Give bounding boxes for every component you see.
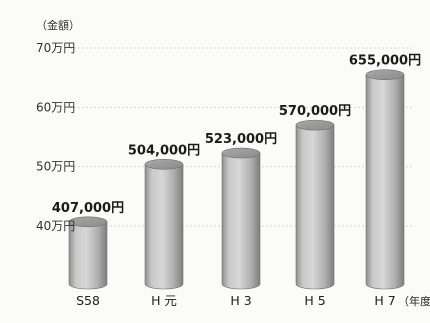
bar-body xyxy=(365,74,405,290)
bar-top xyxy=(295,119,335,131)
bar xyxy=(221,147,261,290)
bar xyxy=(144,158,184,290)
data-label: 570,000円 xyxy=(279,104,351,119)
bar-top xyxy=(144,158,184,170)
x-tick-label: H 5 xyxy=(304,293,325,308)
y-tick-label: 40万円 xyxy=(36,219,75,233)
y-tick-label: 50万円 xyxy=(36,160,75,174)
x-tick-label: H 3 xyxy=(230,293,251,308)
bar-body xyxy=(221,152,261,290)
y-tick-label: 70万円 xyxy=(36,41,75,55)
bar-top xyxy=(365,69,405,80)
data-label: 523,000円 xyxy=(205,132,277,147)
labels: 40万円 50万円 60万円 70万円 407,000円 S58 504,000円 H 元 52… xyxy=(36,41,430,308)
y-axis-label: （金額） xyxy=(36,18,80,32)
bar-body xyxy=(295,124,335,290)
data-label: 407,000円 xyxy=(52,201,124,216)
y-tick-label: 60万円 xyxy=(36,100,75,114)
x-tick-label: H 元 xyxy=(151,293,177,308)
bar xyxy=(365,69,405,290)
grid-lines xyxy=(70,47,412,227)
bar-top xyxy=(221,147,261,159)
data-label: 504,000円 xyxy=(128,143,200,158)
bar-body xyxy=(68,221,108,290)
bar-body xyxy=(144,163,184,290)
bars xyxy=(68,69,405,290)
x-axis-unit: （年度） xyxy=(398,294,430,308)
bar xyxy=(295,119,335,290)
bar xyxy=(68,216,108,290)
data-label: 655,000円 xyxy=(349,54,421,69)
x-tick-label: H 7 xyxy=(374,293,395,308)
x-tick-label: S58 xyxy=(76,293,100,308)
bar-top xyxy=(68,216,108,228)
